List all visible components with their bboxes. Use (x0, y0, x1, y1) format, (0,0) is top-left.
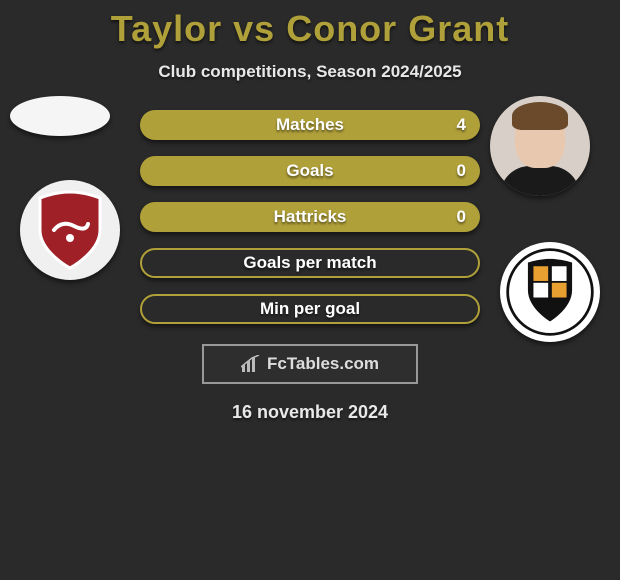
stat-value-right: 0 (457, 161, 466, 181)
stat-label: Hattricks (274, 207, 347, 227)
subtitle: Club competitions, Season 2024/2025 (0, 62, 620, 82)
player-left-avatar-placeholder (10, 96, 110, 136)
stat-bar-hattricks: Hattricks 0 (140, 202, 480, 232)
date-text: 16 november 2024 (0, 402, 620, 423)
bar-chart-icon (241, 355, 261, 373)
watermark-text: FcTables.com (267, 354, 379, 374)
page-title: Taylor vs Conor Grant (0, 0, 620, 50)
club-crest-right (500, 242, 600, 342)
stat-value-right: 4 (457, 115, 466, 135)
shield-icon (34, 190, 106, 270)
player-right-avatar (490, 96, 590, 196)
stat-bar-goals: Goals 0 (140, 156, 480, 186)
watermark-box: FcTables.com (202, 344, 418, 384)
stat-bar-matches: Matches 4 (140, 110, 480, 140)
face-icon (490, 96, 590, 196)
stat-label: Min per goal (260, 299, 360, 319)
stat-label: Goals (286, 161, 333, 181)
stats-list: Matches 4 Goals 0 Hattricks 0 Goals per … (140, 110, 480, 324)
comparison-panel: Matches 4 Goals 0 Hattricks 0 Goals per … (0, 110, 620, 324)
portvale-crest-icon (504, 246, 596, 338)
stat-bar-min-per-goal: Min per goal (140, 294, 480, 324)
stat-bar-goals-per-match: Goals per match (140, 248, 480, 278)
stat-value-right: 0 (457, 207, 466, 227)
club-crest-left (20, 180, 120, 280)
stat-label: Goals per match (243, 253, 376, 273)
stat-label: Matches (276, 115, 344, 135)
